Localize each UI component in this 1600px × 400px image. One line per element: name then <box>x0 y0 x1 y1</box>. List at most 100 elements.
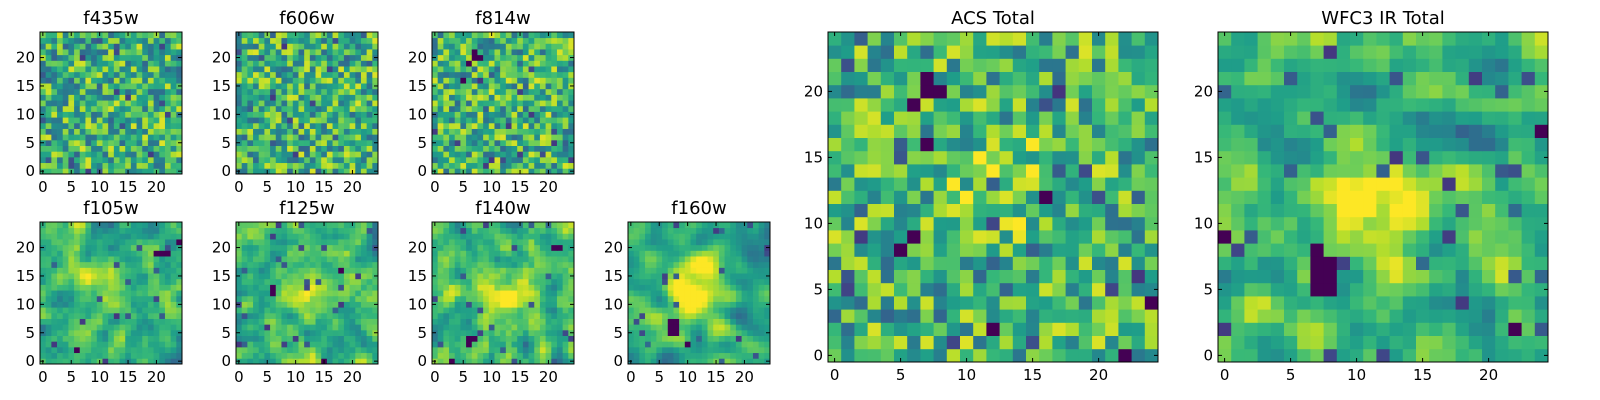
heatmap-cell <box>483 88 490 95</box>
heatmap-cell <box>449 273 456 280</box>
heatmap-cell <box>372 88 379 95</box>
heatmap-cell <box>355 256 362 263</box>
heatmap-cell <box>62 346 69 354</box>
heatmap-cell <box>62 227 69 234</box>
heatmap-cell <box>91 244 98 251</box>
heatmap-cell <box>505 111 512 118</box>
heatmap-cell <box>1026 269 1040 284</box>
heatmap-cell <box>57 261 64 268</box>
heatmap-cell <box>91 295 98 302</box>
heatmap-cell <box>170 77 177 84</box>
heatmap-cell <box>51 239 58 246</box>
heatmap-cell <box>45 261 52 268</box>
heatmap-cell <box>170 151 177 158</box>
heatmap-cell <box>854 269 868 284</box>
heatmap-cell <box>51 301 58 308</box>
heatmap-cell <box>841 256 855 270</box>
heatmap-cell <box>360 100 368 107</box>
heatmap-cell <box>176 49 183 56</box>
heatmap-cell <box>758 329 765 336</box>
heatmap-cell <box>551 139 558 146</box>
heatmap-cell <box>880 216 895 231</box>
heatmap-cell <box>551 83 558 90</box>
heatmap-cell <box>673 341 680 348</box>
heatmap-cell <box>460 122 467 129</box>
heatmap-cell <box>511 352 518 359</box>
heatmap-cell <box>264 156 271 164</box>
heatmap-cell <box>102 244 109 251</box>
heatmap-cell <box>539 105 546 112</box>
heatmap-cell <box>511 227 518 234</box>
heatmap-cell <box>241 168 248 175</box>
heatmap-cell <box>701 250 708 257</box>
heatmap-cell <box>477 134 484 141</box>
heatmap-cell <box>1039 335 1053 350</box>
heatmap-cell <box>96 151 103 158</box>
heatmap-cell <box>562 94 569 101</box>
heatmap-cell <box>85 117 92 124</box>
heatmap-cell <box>102 139 109 146</box>
heatmap-cell <box>460 341 467 348</box>
heatmap-cell <box>164 162 172 169</box>
heatmap-cell <box>338 94 345 101</box>
heatmap-cell <box>568 66 575 73</box>
heatmap-cell <box>372 267 379 274</box>
heatmap-cell <box>667 227 674 234</box>
heatmap-cell <box>730 301 737 308</box>
heatmap-cell <box>466 261 473 268</box>
heatmap-cell <box>62 43 69 50</box>
heatmap-cell <box>505 352 512 359</box>
heatmap-cell <box>170 111 177 118</box>
heatmap-cell <box>483 239 490 246</box>
heatmap-cell <box>343 256 350 263</box>
heatmap-cell <box>894 296 908 310</box>
heatmap-cell <box>159 239 166 246</box>
heatmap-cell <box>236 128 243 135</box>
heatmap-cell <box>477 239 484 246</box>
heatmap-cell <box>633 301 640 308</box>
heatmap-cell <box>477 244 484 251</box>
heatmap-cell <box>500 250 507 257</box>
heatmap-cell <box>315 290 322 297</box>
heatmap-cell <box>349 151 356 158</box>
heatmap-cell <box>275 301 282 308</box>
heatmap-cell <box>633 222 640 229</box>
heatmap-cell <box>933 296 948 310</box>
heatmap-cell <box>460 128 467 135</box>
heatmap-cell <box>690 318 697 325</box>
heatmap-cell <box>880 269 895 284</box>
heatmap-cell <box>147 250 154 257</box>
heatmap-cell <box>270 88 277 95</box>
heatmap-cell <box>556 71 564 78</box>
heatmap-cell <box>628 278 635 285</box>
heatmap-cell <box>343 139 350 146</box>
heatmap-cell <box>258 358 265 365</box>
heatmap-cell <box>437 128 444 135</box>
heatmap-cell <box>562 233 569 240</box>
heatmap-cell <box>45 329 52 336</box>
heatmap-cell <box>159 273 166 280</box>
heatmap-cell <box>437 105 444 112</box>
heatmap-cell <box>656 307 663 314</box>
y-tick-label: 5 <box>417 134 427 152</box>
heatmap-cell <box>153 111 160 118</box>
heatmap-cell <box>264 100 271 107</box>
heatmap-cell <box>147 329 154 336</box>
heatmap-cell <box>119 111 126 118</box>
heatmap-cell <box>57 324 64 331</box>
heatmap-cell <box>522 105 529 112</box>
heatmap-cell <box>488 244 495 251</box>
heatmap-cell <box>264 267 271 274</box>
heatmap-cell <box>443 324 450 331</box>
heatmap-cell <box>270 318 277 325</box>
heatmap-cell <box>522 37 529 44</box>
heatmap-cell <box>108 162 115 169</box>
heatmap-cell <box>494 94 501 101</box>
heatmap-cell <box>432 66 439 73</box>
heatmap-cell <box>735 307 742 314</box>
heatmap-cell <box>483 312 490 319</box>
heatmap-cell <box>40 60 47 67</box>
heatmap-cell <box>432 352 439 359</box>
heatmap-cell <box>562 301 569 308</box>
heatmap-cell <box>454 111 461 118</box>
